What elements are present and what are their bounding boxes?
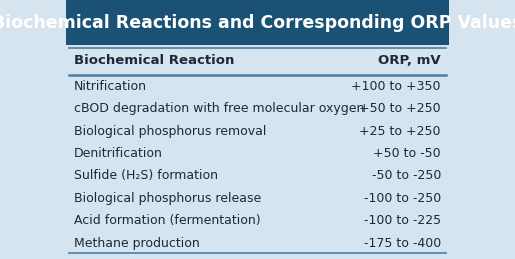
- Text: ORP, mV: ORP, mV: [379, 54, 441, 67]
- Text: -100 to -250: -100 to -250: [364, 192, 441, 205]
- Text: cBOD degradation with free molecular oxygen: cBOD degradation with free molecular oxy…: [74, 102, 365, 115]
- Text: -100 to -225: -100 to -225: [364, 214, 441, 227]
- Text: +50 to -50: +50 to -50: [373, 147, 441, 160]
- Text: Denitrification: Denitrification: [74, 147, 163, 160]
- Text: +25 to +250: +25 to +250: [359, 125, 441, 138]
- Text: Acid formation (fermentation): Acid formation (fermentation): [74, 214, 261, 227]
- Text: Sulfide (H₂S) formation: Sulfide (H₂S) formation: [74, 169, 218, 182]
- Text: Methane production: Methane production: [74, 237, 200, 250]
- Text: +50 to +250: +50 to +250: [359, 102, 441, 115]
- Text: Nitrification: Nitrification: [74, 80, 147, 93]
- FancyBboxPatch shape: [65, 0, 450, 45]
- Text: Biochemical Reaction: Biochemical Reaction: [74, 54, 234, 67]
- Text: Biological phosphorus release: Biological phosphorus release: [74, 192, 261, 205]
- Text: Biochemical Reactions and Corresponding ORP Values: Biochemical Reactions and Corresponding …: [0, 14, 515, 32]
- Text: Biological phosphorus removal: Biological phosphorus removal: [74, 125, 266, 138]
- Text: -175 to -400: -175 to -400: [364, 237, 441, 250]
- Text: +100 to +350: +100 to +350: [351, 80, 441, 93]
- Text: -50 to -250: -50 to -250: [371, 169, 441, 182]
